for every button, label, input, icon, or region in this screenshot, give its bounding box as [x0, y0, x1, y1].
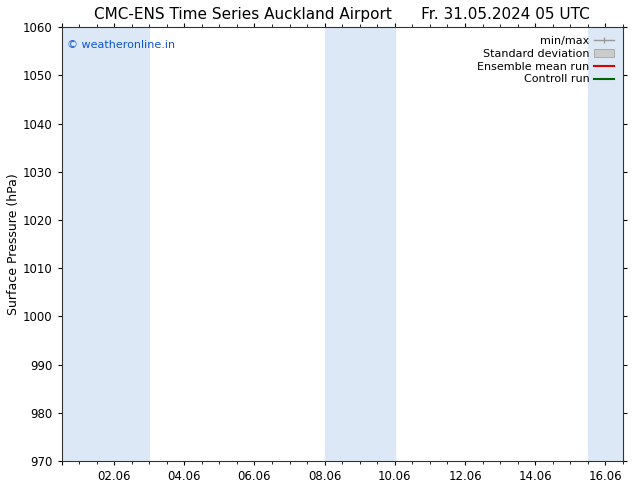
Bar [588, 27, 623, 461]
Y-axis label: Surface Pressure (hPa): Surface Pressure (hPa) [7, 173, 20, 315]
Bar [61, 27, 96, 461]
Bar [359, 27, 395, 461]
Text: © weatheronline.in: © weatheronline.in [67, 40, 175, 50]
Title: CMC-ENS Time Series Auckland Airport      Fr. 31.05.2024 05 UTC: CMC-ENS Time Series Auckland Airport Fr.… [94, 7, 590, 22]
Bar [325, 27, 359, 461]
Bar [96, 27, 149, 461]
Legend: min/max, Standard deviation, Ensemble mean run, Controll run: min/max, Standard deviation, Ensemble me… [474, 33, 618, 88]
